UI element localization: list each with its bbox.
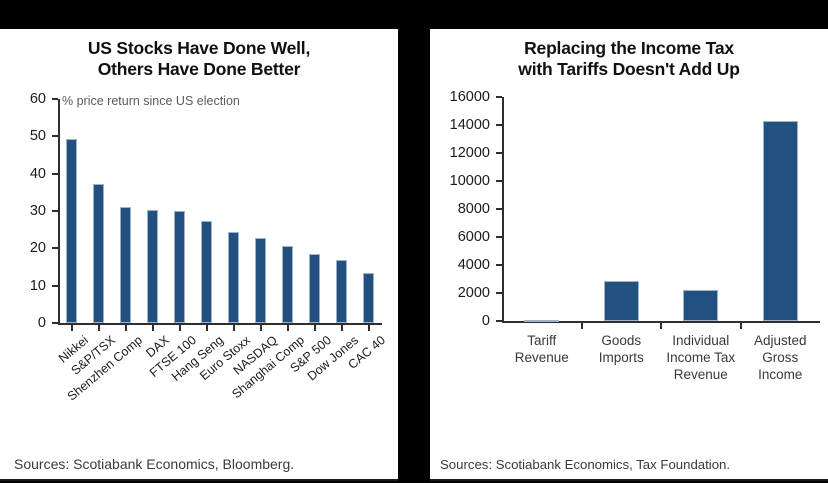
y-axis-tick <box>496 236 502 238</box>
x-axis-tick <box>151 325 154 331</box>
y-axis-tick-label: 30 <box>29 203 46 219</box>
y-axis-tick <box>496 208 502 210</box>
left-bottom-rule <box>0 479 398 481</box>
y-axis-tick-label: 12000 <box>449 145 490 161</box>
y-axis-tick <box>496 96 502 98</box>
bar <box>201 221 212 323</box>
x-axis-tick <box>739 323 742 329</box>
bar <box>93 184 104 323</box>
x-axis-tick <box>232 325 235 331</box>
bar <box>147 210 158 323</box>
x-axis-tick <box>286 325 289 331</box>
right-bottom-rule <box>430 479 828 481</box>
y-axis-tick <box>52 135 58 138</box>
bar <box>336 259 347 323</box>
x-axis-tick <box>580 323 583 329</box>
bar <box>255 238 266 323</box>
x-axis-tick <box>367 325 370 331</box>
y-axis-tick-label: 10000 <box>449 173 490 189</box>
bar <box>282 246 293 323</box>
bar <box>762 120 798 321</box>
x-axis-category-label: Tariff Revenue <box>514 333 569 365</box>
y-axis-tick-label: 2000 <box>457 285 490 301</box>
x-axis-tick <box>124 325 127 331</box>
y-axis-tick <box>52 322 58 324</box>
left-title-line-1: US Stocks Have Done Well, <box>87 38 311 58</box>
y-axis-tick <box>52 284 58 287</box>
y-axis-tick-label: 4000 <box>457 257 490 273</box>
x-axis-tick <box>97 325 100 331</box>
y-axis-tick <box>496 180 502 182</box>
y-axis-tick <box>496 320 502 322</box>
y-axis-tick-label: 8000 <box>457 201 490 217</box>
y-axis-tick-label: 60 <box>29 91 46 107</box>
right-title-line-2: with Tariffs Doesn't Add Up <box>518 58 740 79</box>
chart-panel-right: Replacing the Income Tax with Tariffs Do… <box>430 29 828 481</box>
bar <box>120 207 131 323</box>
bar <box>603 281 639 321</box>
bar <box>66 138 77 323</box>
bar <box>363 272 374 323</box>
bar <box>174 210 185 323</box>
y-axis-tick-label: 10 <box>29 277 46 294</box>
bar <box>683 290 719 321</box>
bar <box>228 231 239 323</box>
y-axis-tick-label: 20 <box>29 240 46 257</box>
left-chart-title: US Stocks Have Done Well, Others Have Do… <box>22 38 376 79</box>
y-axis-tick-label: 6000 <box>457 229 490 245</box>
right-chart-title: Replacing the Income Tax with Tariffs Do… <box>446 38 812 79</box>
y-axis-tick <box>496 124 502 126</box>
left-plot-area: 0 10 20 30 40 50 60 Nikkei S&P/TSX Shenzhen Comp D… <box>0 89 398 409</box>
x-axis-tick <box>70 325 73 331</box>
y-axis-tick <box>496 292 502 294</box>
x-axis-tick <box>178 325 181 331</box>
left-sources-note: Sources: Scotiabank Economics, Bloomberg… <box>14 456 295 472</box>
right-title-line-1: Replacing the Income Tax <box>524 38 734 58</box>
y-axis-tick-label: 40 <box>29 165 46 182</box>
y-axis-line <box>58 99 60 323</box>
x-axis-category-label: Goods Imports <box>598 333 644 365</box>
y-axis-tick <box>496 264 502 266</box>
y-axis-tick-label: 0 <box>481 313 490 329</box>
y-axis-tick <box>496 152 502 154</box>
y-axis-tick-label: 50 <box>29 128 46 145</box>
x-axis-category-label: Individual Income Tax Revenue <box>666 333 736 382</box>
x-axis-tick <box>259 325 262 331</box>
x-axis-line <box>58 323 382 325</box>
y-axis-tick <box>52 98 58 100</box>
y-axis-tick-label: 16000 <box>449 89 490 105</box>
x-axis-tick <box>313 325 316 331</box>
y-axis-line <box>502 97 504 321</box>
right-sources-note: Sources: Scotiabank Economics, Tax Found… <box>440 457 731 472</box>
x-axis-category-label: Adjusted Gross Income <box>753 333 807 382</box>
x-axis-line <box>502 321 820 323</box>
y-axis-tick-label: 14000 <box>449 117 490 133</box>
y-axis-tick-label: 0 <box>37 315 46 331</box>
right-plot-area: 0 2000 4000 6000 8000 10000 12000 14000 16000 Tar… <box>430 89 828 409</box>
x-axis-tick <box>660 323 662 329</box>
x-axis-tick <box>340 325 343 331</box>
left-title-line-2: Others Have Done Better <box>97 58 301 79</box>
y-axis-tick <box>52 210 58 212</box>
bar <box>309 253 320 323</box>
chart-panel-left: US Stocks Have Done Well, Others Have Do… <box>0 29 398 481</box>
y-axis-tick <box>52 172 58 175</box>
y-axis-tick <box>52 247 58 250</box>
x-axis-tick <box>205 325 208 331</box>
bar <box>524 319 560 322</box>
